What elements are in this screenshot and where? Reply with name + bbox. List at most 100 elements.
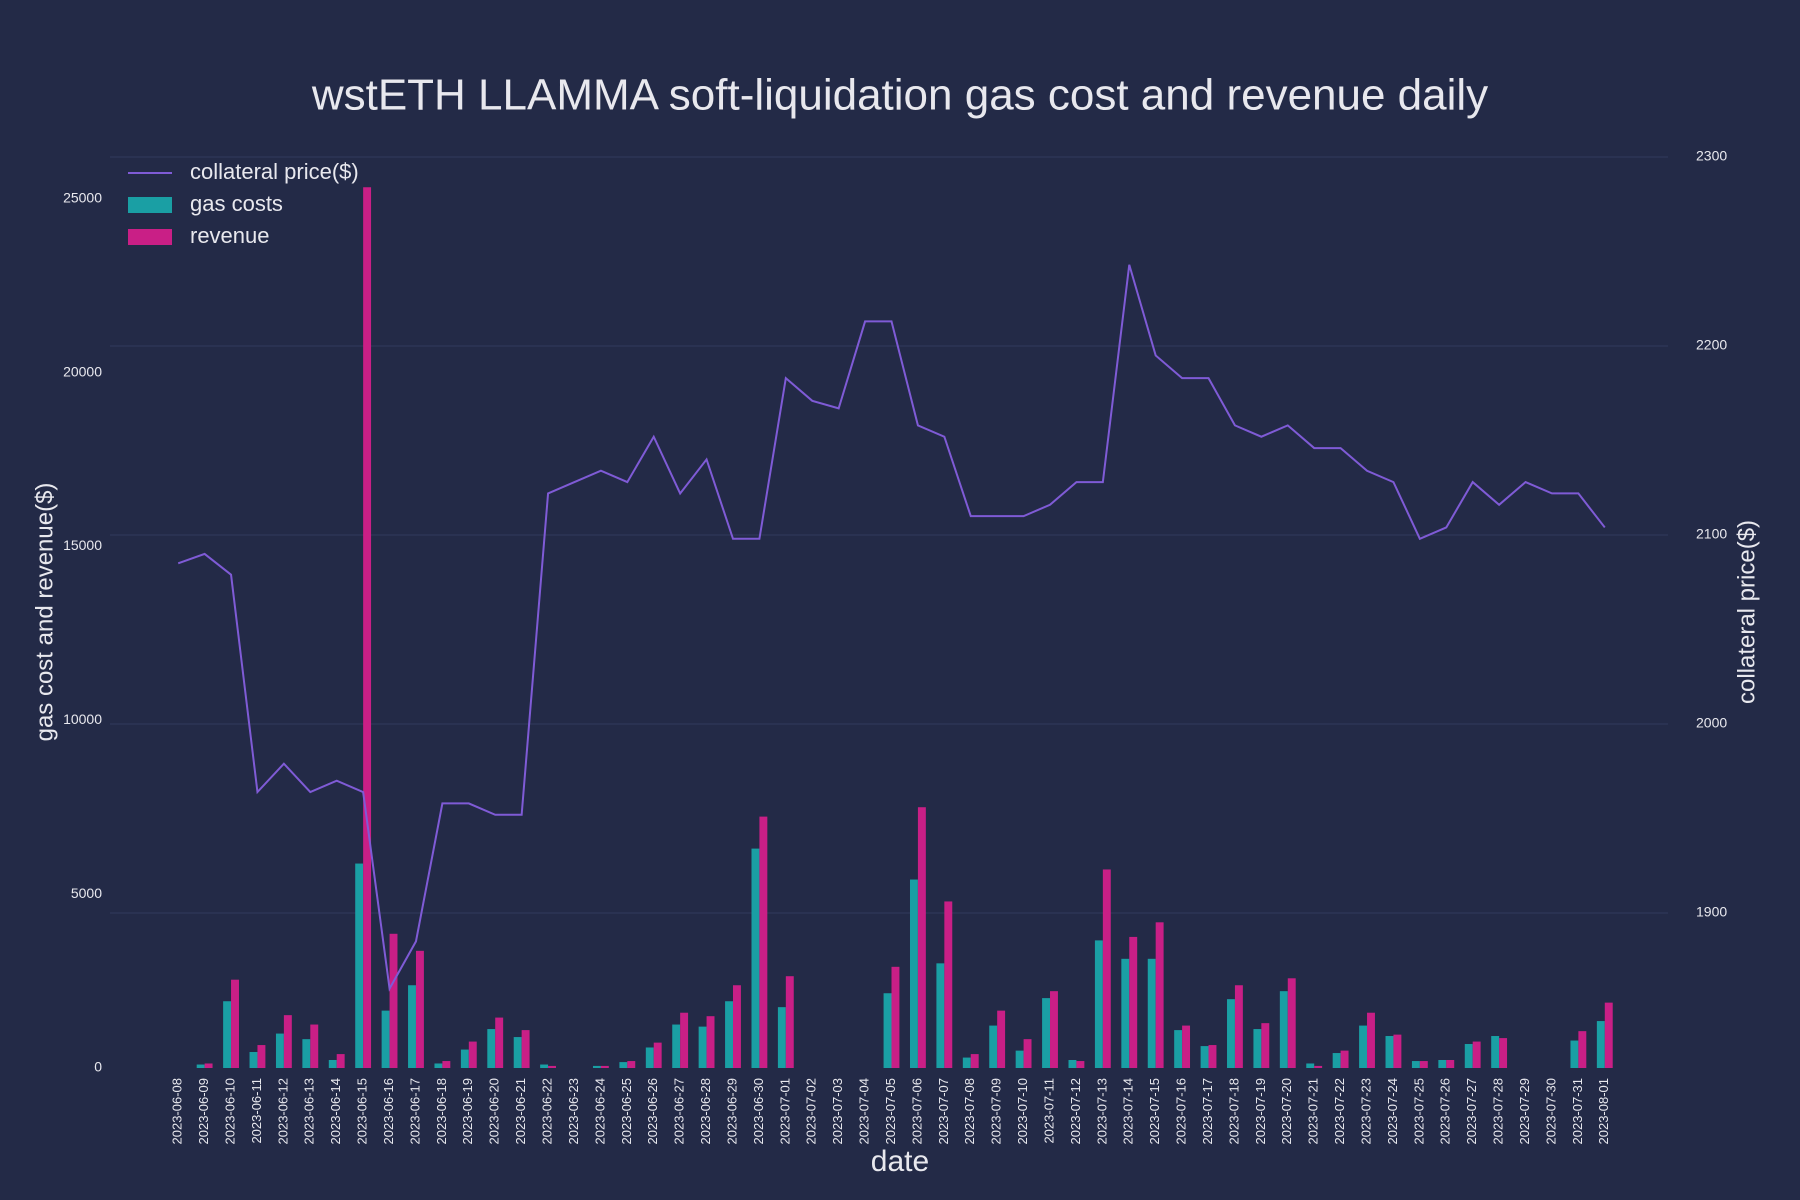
x-tick-label: 2023-06-12: [275, 1078, 290, 1145]
bar: [1094, 940, 1103, 1068]
x-tick-label: 2023-06-10: [222, 1078, 237, 1145]
bar: [336, 1054, 345, 1068]
legend-label: gas costs: [190, 191, 283, 216]
bar: [997, 1010, 1006, 1068]
x-tick-label: 2023-06-28: [698, 1078, 713, 1145]
legend-label: revenue: [190, 223, 270, 248]
x-tick-label: 2023-06-24: [592, 1078, 607, 1145]
x-axis-label: date: [871, 1145, 929, 1178]
x-tick-label: 2023-06-26: [645, 1078, 660, 1145]
x-tick-label: 2023-07-21: [1306, 1078, 1321, 1145]
x-tick-label: 2023-06-17: [407, 1078, 422, 1145]
x-tick-label: 2023-06-27: [672, 1078, 687, 1145]
bar: [944, 901, 953, 1068]
x-tick-label: 2023-07-01: [777, 1078, 792, 1145]
bar: [1306, 1063, 1315, 1068]
y2-tick-label: 2100: [1696, 526, 1727, 542]
x-tick-label: 2023-06-19: [460, 1078, 475, 1145]
bar: [1200, 1046, 1209, 1068]
y-tick-label: 10000: [63, 711, 102, 727]
bar: [302, 1039, 311, 1068]
bar: [1129, 936, 1138, 1068]
bar: [1578, 1031, 1587, 1068]
bar: [1050, 991, 1058, 1068]
bar: [653, 1042, 662, 1068]
bar: [1023, 1039, 1032, 1068]
bar: [223, 1001, 232, 1068]
x-tick-label: 2023-06-11: [249, 1078, 264, 1144]
legend-swatch: [128, 197, 172, 213]
x-tick-label: 2023-07-14: [1121, 1078, 1136, 1145]
bar: [513, 1037, 522, 1068]
x-tick-label: 2023-06-21: [513, 1078, 528, 1145]
x-tick-label: 2023-06-20: [487, 1078, 502, 1145]
bar: [355, 863, 364, 1068]
y-tick-label: 25000: [63, 189, 102, 205]
bar: [777, 1007, 786, 1068]
bar: [785, 976, 794, 1068]
bar: [328, 1060, 337, 1068]
bar: [698, 1026, 707, 1068]
bar: [1340, 1050, 1349, 1068]
y-tick-label: 0: [94, 1059, 102, 1075]
bar: [257, 1045, 266, 1068]
bar: [962, 1057, 971, 1068]
x-tick-label: 2023-07-30: [1543, 1078, 1558, 1145]
bar: [1253, 1029, 1262, 1068]
bar: [989, 1025, 998, 1068]
x-tick-label: 2023-07-13: [1094, 1078, 1109, 1145]
bar: [1570, 1040, 1579, 1068]
y2-tick-label: 2200: [1696, 337, 1727, 353]
x-tick-label: 2023-06-23: [566, 1078, 581, 1145]
bar: [487, 1029, 496, 1068]
bar: [1042, 998, 1051, 1068]
bar: [249, 1052, 258, 1068]
bar: [1438, 1060, 1447, 1068]
x-tick-label: 2023-07-24: [1385, 1078, 1400, 1145]
bar: [363, 187, 372, 1069]
bar: [381, 1010, 390, 1068]
y-tick-label: 5000: [71, 885, 102, 901]
bar: [415, 950, 424, 1068]
bar: [1491, 1036, 1500, 1068]
bar: [1314, 1065, 1323, 1068]
price-line: [177, 264, 1606, 992]
bar: [883, 993, 892, 1068]
bar: [759, 816, 768, 1068]
bar: [627, 1061, 636, 1068]
bar: [231, 979, 239, 1068]
bar: [936, 963, 945, 1068]
bar: [521, 1030, 530, 1068]
x-tick-label: 2023-07-05: [883, 1078, 898, 1145]
bar: [1261, 1023, 1270, 1068]
x-tick-label: 2023-07-11: [1041, 1078, 1056, 1144]
bar: [732, 985, 741, 1068]
x-tick-label: 2023-06-15: [355, 1078, 370, 1145]
y-axis-label: gas cost and revenue($): [31, 483, 58, 742]
bar: [891, 966, 900, 1068]
x-tick-label: 2023-07-22: [1332, 1078, 1347, 1145]
bar: [1446, 1060, 1455, 1068]
x-tick-label: 2023-07-18: [1226, 1078, 1241, 1145]
bar: [1208, 1045, 1217, 1068]
bar: [751, 848, 760, 1068]
bar: [1279, 991, 1288, 1068]
bar: [196, 1064, 205, 1068]
bar: [1227, 999, 1235, 1068]
bar: [725, 1001, 733, 1068]
legend-swatch: [128, 229, 172, 245]
bar: [408, 985, 416, 1068]
x-tick-label: 2023-07-09: [989, 1078, 1004, 1145]
bar: [909, 879, 918, 1068]
x-tick-label: 2023-07-17: [1200, 1078, 1215, 1145]
x-tick-label: 2023-07-06: [909, 1078, 924, 1145]
bar: [204, 1063, 213, 1068]
bar: [672, 1024, 681, 1068]
bar: [283, 1015, 292, 1068]
bar: [1359, 1025, 1368, 1068]
x-tick-label: 2023-07-25: [1411, 1078, 1426, 1145]
x-tick-label: 2023-07-27: [1464, 1078, 1479, 1145]
chart-title: wstETH LLAMMA soft-liquidation gas cost …: [311, 71, 1488, 120]
